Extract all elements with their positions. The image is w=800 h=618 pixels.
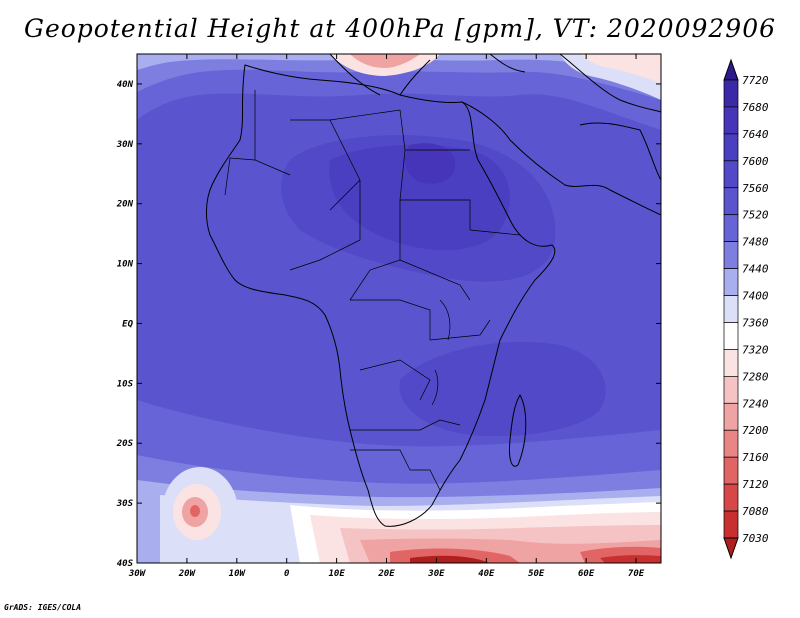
lon-tick-label: 20W <box>178 569 197 579</box>
colorbar-label: 7200 <box>742 424 769 437</box>
colorbar-label: 7120 <box>742 478 769 491</box>
lat-tick-label: EQ <box>122 319 133 329</box>
chart-title: Geopotential Height at 400hPa [gpm], VT:… <box>23 14 777 43</box>
colorbar-label: 7560 <box>742 182 769 195</box>
colorbar-segment <box>723 187 739 216</box>
colorbar-label: 7400 <box>742 290 769 303</box>
colorbar-segment <box>723 376 739 404</box>
lon-tick-label: 50E <box>528 569 545 579</box>
colorbar-label: 7080 <box>742 505 769 518</box>
colorbar-segment <box>723 268 739 296</box>
coastlines <box>206 54 661 527</box>
colorbar-label: 7640 <box>742 128 769 141</box>
lat-tick-label: 40N <box>117 80 134 90</box>
lon-axis-labels: 30W 20W 10W 0 10E 20E 30E 40E 50E 60E 70E <box>128 569 645 579</box>
axis-ticks <box>136 54 661 564</box>
lat-axis-labels: 40S 30S 20S 10S EQ 10N 20N 30N 40N <box>116 80 134 569</box>
map-frame <box>136 53 662 564</box>
colorbar-segment <box>723 79 739 108</box>
lat-tick-label: 30S <box>116 499 134 509</box>
colorbar: 7720 7680 7640 7600 7560 7520 7480 7440 7400 7360… <box>723 58 769 560</box>
lon-tick-label: 20E <box>377 569 395 579</box>
colorbar-label: 7440 <box>742 263 769 276</box>
colorbar-bottom-arrow <box>723 537 739 560</box>
colorbar-segment <box>723 429 739 458</box>
lon-tick-label: 0 <box>284 569 290 579</box>
lat-tick-label: 40S <box>117 559 134 569</box>
country-borders <box>224 90 521 491</box>
lon-tick-label: 10E <box>328 569 345 579</box>
colorbar-segment <box>723 510 739 539</box>
colorbar-label: 7280 <box>742 370 769 383</box>
colorbar-segment <box>723 456 739 485</box>
lat-tick-label: 10S <box>117 379 134 389</box>
colorbar-label: 7600 <box>742 155 769 168</box>
colorbar-label: 7320 <box>742 343 769 356</box>
lon-tick-label: 30E <box>427 569 445 579</box>
colorbar-top-arrow <box>723 58 739 81</box>
colorbar-segment <box>723 322 739 350</box>
colorbar-segment <box>723 214 739 242</box>
lat-tick-label: 10N <box>117 260 134 270</box>
colorbar-segment <box>723 160 739 189</box>
colorbar-segment <box>723 241 739 269</box>
colorbar-segment <box>723 349 739 377</box>
lon-tick-label: 60E <box>578 569 595 579</box>
colorbar-segment <box>723 295 739 323</box>
colorbar-label: 7520 <box>742 209 769 222</box>
colorbar-segment <box>723 483 739 512</box>
colorbar-segment <box>723 402 739 431</box>
lon-tick-label: 40E <box>478 569 495 579</box>
colorbar-segment <box>723 106 739 135</box>
lat-tick-label: 30N <box>116 140 134 150</box>
credit-text: GrADS: IGES/COLA <box>4 603 82 612</box>
colorbar-label: 7480 <box>742 236 769 249</box>
field-southern-high <box>399 341 606 437</box>
lon-tick-label: 10W <box>229 569 247 579</box>
lon-tick-label: 30W <box>128 569 147 579</box>
colorbar-label: 7030 <box>742 532 769 545</box>
lat-tick-label: 20S <box>116 439 134 449</box>
colorbar-segment <box>723 133 739 162</box>
colorbar-label: 7240 <box>742 397 769 410</box>
colorbar-label: 7160 <box>742 451 769 464</box>
lat-tick-label: 20N <box>116 200 134 210</box>
map-panel <box>137 54 661 563</box>
colorbar-label: 7680 <box>742 101 769 114</box>
lon-tick-label: 70E <box>628 569 645 579</box>
field-north-band <box>137 54 661 130</box>
colorbar-label: 7360 <box>742 316 769 329</box>
colorbar-label: 7720 <box>742 74 769 87</box>
